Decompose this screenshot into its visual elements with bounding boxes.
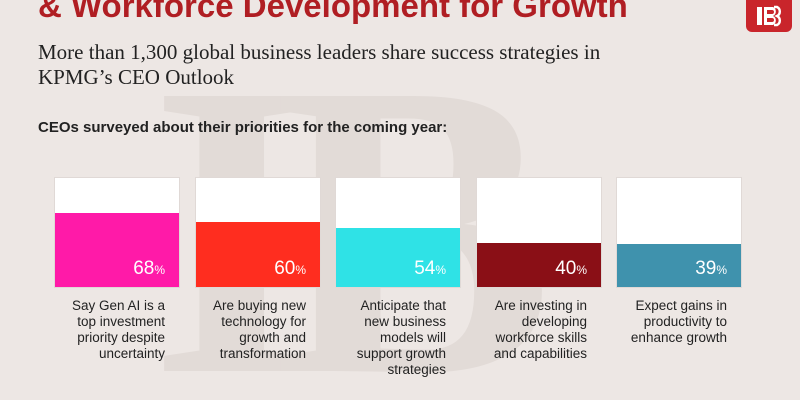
bar-category-label: Anticipate that new business models will… (356, 298, 446, 377)
bar-card: 39% (617, 178, 741, 287)
bar-value-label: 39% (695, 259, 727, 280)
bar-value-number: 68 (133, 258, 155, 279)
bar-card: 40% (477, 178, 601, 287)
bar-value-label: 40% (555, 259, 587, 280)
bar-category-label: Are investing in developing workforce sk… (493, 298, 587, 361)
bar: 40% (477, 243, 601, 287)
page-title: & Workforce Development for Growth (38, 0, 628, 24)
chart-title: CEOs surveyed about their priorities for… (38, 119, 448, 136)
bar-value-number: 60 (274, 258, 296, 279)
bar: 39% (617, 244, 741, 287)
brand-logo-icon (757, 5, 781, 27)
bar-card: 60% (196, 178, 320, 287)
bar-value-number: 54 (414, 258, 436, 279)
bar-category-label: Are buying new technology for growth and… (212, 298, 306, 361)
page-subtitle: More than 1,300 global business leaders … (38, 40, 601, 89)
bar-value-unit: % (295, 263, 306, 277)
bar: 60% (196, 222, 320, 287)
bar-value-label: 68% (133, 259, 165, 280)
bar: 68% (55, 213, 179, 287)
bar-value-unit: % (576, 263, 587, 277)
bar: 54% (336, 228, 460, 287)
bar-value-number: 40 (555, 258, 577, 279)
bar-value-label: 60% (274, 259, 306, 280)
bar-value-number: 39 (695, 258, 717, 279)
bar-category-label: Expect gains in productivity to enhance … (630, 298, 727, 345)
bar-card: 54% (336, 178, 460, 287)
bar-category-label: Say Gen AI is a top investment priority … (71, 298, 165, 361)
bar-value-unit: % (435, 263, 446, 277)
brand-logo[interactable] (746, 0, 792, 32)
bar-value-unit: % (716, 263, 727, 277)
bar-value-label: 54% (414, 259, 446, 280)
bar-card: 68% (55, 178, 179, 287)
bar-value-unit: % (154, 263, 165, 277)
